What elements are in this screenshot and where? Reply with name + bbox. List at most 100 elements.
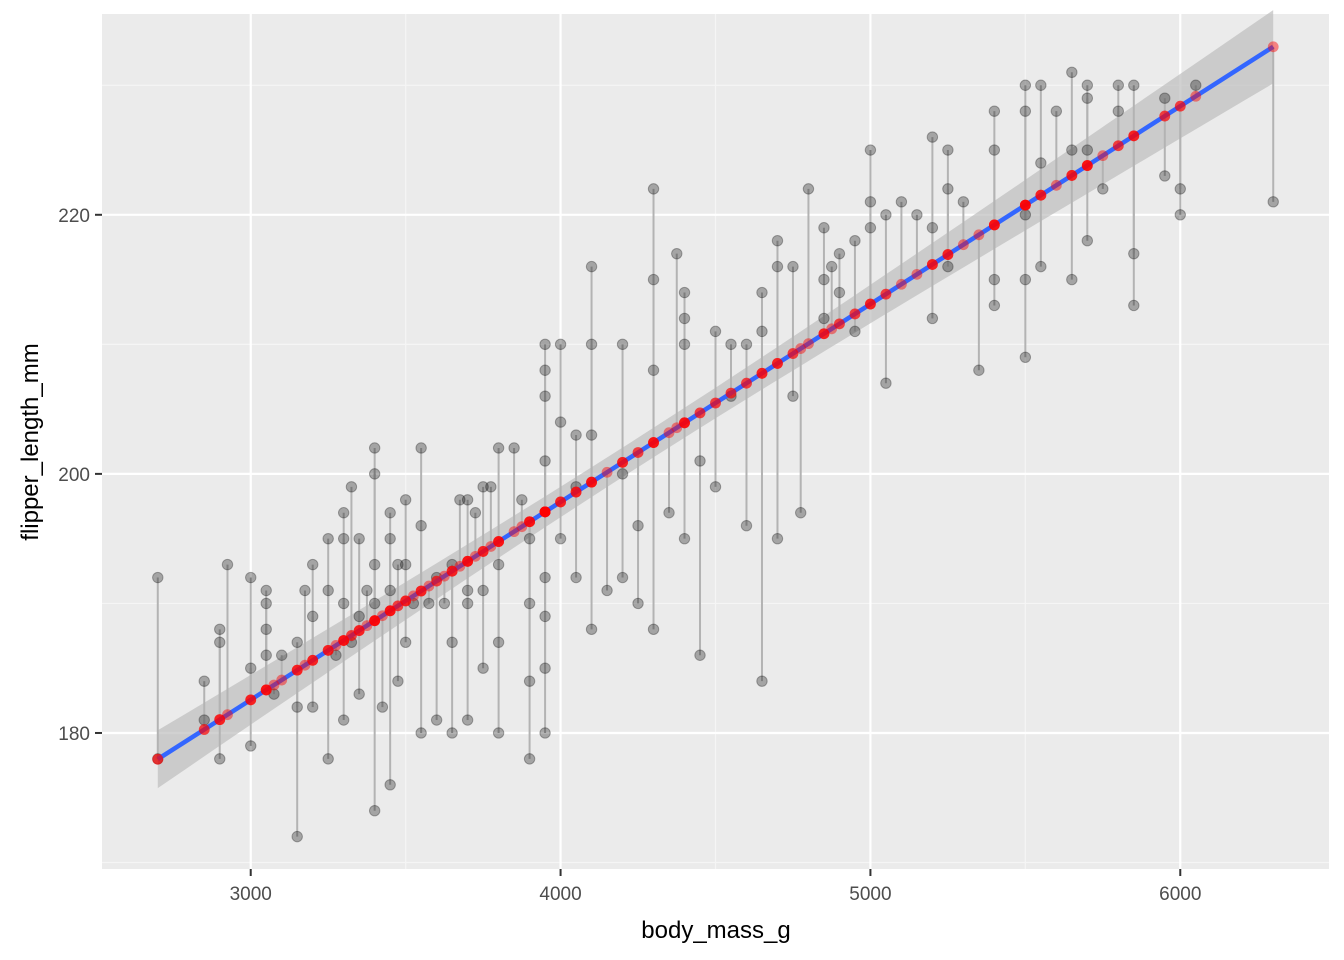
observed-point	[942, 183, 954, 195]
observed-point	[539, 390, 551, 402]
observed-point	[771, 532, 784, 545]
fitted-point	[1066, 170, 1078, 181]
observed-point	[1081, 79, 1094, 91]
observed-point	[306, 701, 319, 713]
fitted-point	[446, 565, 458, 577]
observed-point	[276, 649, 288, 661]
x-tick-label: 6000	[1159, 884, 1201, 905]
fitted-point	[1267, 41, 1279, 53]
x-axis-ticks: 3000 4000 5000 6000	[230, 869, 1201, 905]
observed-point	[1174, 209, 1186, 221]
observed-point	[384, 507, 396, 519]
fitted-point	[245, 694, 257, 706]
observed-point	[833, 247, 846, 260]
observed-point	[152, 571, 164, 584]
fitted-point	[555, 496, 566, 508]
fitted-point	[957, 239, 969, 251]
observed-point	[1081, 235, 1094, 247]
fitted-point	[524, 516, 535, 528]
fitted-point	[865, 298, 876, 310]
fitted-point	[942, 249, 954, 260]
observed-point	[973, 364, 985, 376]
fitted-point	[648, 437, 659, 448]
observed-point	[632, 597, 644, 610]
fitted-point	[926, 259, 938, 270]
fitted-point	[663, 427, 675, 439]
observed-point	[245, 662, 257, 674]
observed-point	[221, 558, 234, 571]
y-tick-label: 220	[58, 206, 90, 227]
observed-point	[1035, 260, 1047, 273]
observed-point	[368, 442, 381, 454]
observed-point	[585, 623, 598, 636]
fitted-point	[268, 679, 280, 691]
fitted-point	[586, 476, 597, 488]
fitted-point	[880, 288, 892, 300]
observed-point	[539, 662, 551, 674]
observed-point	[926, 131, 939, 143]
fitted-point	[198, 724, 210, 735]
fitted-point	[772, 358, 783, 369]
observed-point	[942, 260, 954, 273]
fitted-point	[392, 600, 404, 612]
fitted-point	[222, 709, 233, 721]
fitted-point	[384, 605, 396, 617]
observed-point	[818, 222, 830, 234]
observed-point	[214, 623, 226, 636]
fitted-point	[772, 358, 783, 369]
observed-point	[616, 571, 629, 584]
fitted-point	[353, 625, 365, 636]
fitted-point	[539, 506, 551, 518]
fitted-point	[570, 486, 582, 498]
observed-point	[911, 209, 923, 221]
observed-point	[384, 532, 396, 545]
fitted-point	[516, 521, 528, 533]
observed-point	[477, 481, 489, 493]
fitted-point	[291, 664, 303, 676]
fitted-point	[926, 259, 938, 270]
fitted-point	[524, 516, 535, 528]
observed-point	[492, 558, 505, 571]
observed-point	[570, 571, 582, 584]
fitted-point	[369, 615, 381, 627]
observed-point	[291, 636, 303, 648]
fitted-point	[539, 506, 551, 518]
observed-point	[988, 299, 1001, 312]
observed-point	[671, 247, 683, 260]
fitted-point	[415, 585, 427, 597]
fitted-point	[438, 570, 450, 582]
observed-point	[756, 675, 768, 687]
fitted-point	[353, 625, 365, 636]
observed-point	[415, 727, 427, 739]
observed-point	[477, 662, 489, 674]
fitted-point	[446, 565, 458, 577]
fitted-point	[369, 615, 381, 627]
observed-point	[353, 532, 365, 545]
fitted-point	[446, 565, 458, 577]
fitted-point	[1174, 100, 1186, 112]
observed-point	[337, 597, 350, 610]
fitted-point	[1081, 160, 1093, 171]
observed-point	[260, 597, 272, 610]
x-tick-label: 3000	[230, 884, 272, 905]
fitted-points	[152, 41, 1279, 765]
fitted-point	[198, 724, 210, 735]
fitted-point	[617, 456, 628, 468]
fitted-point	[214, 714, 226, 726]
fitted-point	[1019, 199, 1031, 211]
fitted-point	[632, 447, 644, 458]
observed-point	[384, 584, 396, 597]
observed-point	[880, 209, 892, 221]
observed-point	[1035, 157, 1047, 169]
observed-point	[895, 196, 908, 208]
fitted-point	[299, 659, 311, 671]
fitted-point	[1019, 199, 1031, 211]
observed-point	[368, 468, 381, 480]
x-axis-title: body_mass_g	[641, 917, 790, 944]
fitted-point	[245, 694, 257, 706]
observed-point	[392, 675, 404, 687]
fitted-point	[942, 249, 954, 260]
fitted-point	[710, 397, 721, 409]
observed-point	[825, 260, 838, 273]
